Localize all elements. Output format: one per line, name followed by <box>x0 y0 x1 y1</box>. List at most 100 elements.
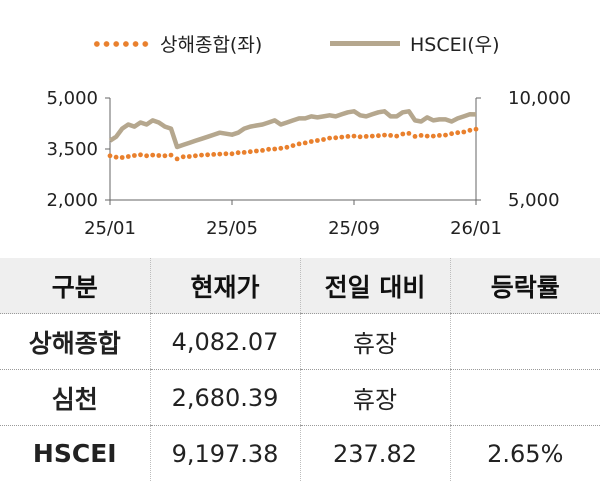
shanghai-series-point <box>291 143 296 148</box>
shanghai-series-point <box>272 147 277 152</box>
x-tick-label: 25/09 <box>328 218 380 239</box>
shanghai-series-point <box>248 149 253 154</box>
row-change-rate: 2.65% <box>450 426 600 481</box>
shanghai-series-point <box>407 131 412 136</box>
shanghai-series-point <box>400 132 405 137</box>
shanghai-series-point <box>266 147 271 152</box>
shanghai-series-point <box>138 152 143 157</box>
shanghai-series-point <box>455 130 460 135</box>
row-name: HSCEI <box>0 426 150 481</box>
shanghai-series-point <box>114 155 119 160</box>
shanghai-series-point <box>278 146 283 151</box>
row-price: 2,680.39 <box>150 370 300 426</box>
shanghai-series-point <box>425 134 430 139</box>
legend-label-shanghai: 상해종합(좌) <box>160 30 262 57</box>
chart-series <box>108 111 479 161</box>
table-header-row: 구분 현재가 전일 대비 등락률 <box>0 258 600 314</box>
shanghai-series-point <box>217 152 222 157</box>
right-tick-label: 10,000 <box>508 88 571 109</box>
shanghai-series-point <box>260 148 265 153</box>
shanghai-series-point <box>242 150 247 155</box>
shanghai-series-point <box>358 134 363 139</box>
shanghai-series-point <box>370 134 375 139</box>
left-tick-label: 3,500 <box>46 139 98 160</box>
legend-item-hscei: HSCEI(우) <box>330 30 500 57</box>
shanghai-series-point <box>443 133 448 138</box>
shanghai-series-point <box>169 153 174 158</box>
shanghai-series-point <box>364 134 369 139</box>
shanghai-series-point <box>181 154 186 159</box>
shanghai-series-point <box>461 130 466 135</box>
shanghai-series-point <box>303 141 308 146</box>
table-row: 심천 2,680.39 휴장 <box>0 370 600 426</box>
line-chart: 5,000 3,500 2,000 10,000 5,000 25/01 25/05 25/0… <box>0 60 600 258</box>
shanghai-series-point <box>382 133 387 138</box>
chart-tick-labels: 5,000 3,500 2,000 10,000 5,000 25/01 25/05 25/0… <box>46 88 571 239</box>
row-name: 상해종합 <box>0 314 150 370</box>
row-change: 휴장 <box>300 314 450 370</box>
shanghai-series-point <box>175 157 180 162</box>
shanghai-series-point <box>199 153 204 158</box>
header-price: 현재가 <box>150 258 300 314</box>
x-tick-label: 25/01 <box>84 218 136 239</box>
row-price: 4,082.07 <box>150 314 300 370</box>
shanghai-series-point <box>346 134 351 139</box>
shanghai-series-point <box>230 151 235 156</box>
row-change: 237.82 <box>300 426 450 481</box>
shanghai-series-point <box>333 135 338 140</box>
row-name: 심천 <box>0 370 150 426</box>
chart-axes <box>105 98 481 205</box>
shanghai-series-point <box>419 133 424 138</box>
shanghai-series-point <box>309 139 314 144</box>
shanghai-series-point <box>120 155 125 160</box>
shanghai-series-point <box>254 149 259 154</box>
table-row: HSCEI 9,197.38 237.82 2.65% <box>0 426 600 481</box>
header-change-rate: 등락률 <box>450 258 600 314</box>
shanghai-series-point <box>156 153 161 158</box>
shanghai-series-point <box>236 150 241 155</box>
shanghai-series-point <box>285 145 290 150</box>
shanghai-series-point <box>132 153 137 158</box>
shanghai-series-point <box>449 131 454 136</box>
row-change: 휴장 <box>300 370 450 426</box>
index-quote-table: 구분 현재가 전일 대비 등락률 상해종합 4,082.07 휴장 심천 2,6… <box>0 258 600 481</box>
shanghai-series-point <box>321 137 326 142</box>
table-row: 상해종합 4,082.07 휴장 <box>0 314 600 370</box>
solid-line-swatch <box>330 41 400 46</box>
row-price: 9,197.38 <box>150 426 300 481</box>
shanghai-series-point <box>144 153 149 158</box>
left-tick-label: 2,000 <box>46 190 98 211</box>
shanghai-series-point <box>437 133 442 138</box>
hscei-series-line <box>110 111 476 147</box>
shanghai-series-point <box>193 153 198 158</box>
shanghai-series-point <box>187 154 192 159</box>
chart-legend: 상해종합(좌) HSCEI(우) <box>0 22 600 62</box>
shanghai-series-point <box>352 134 357 139</box>
x-tick-label: 25/05 <box>206 218 258 239</box>
x-tick-label: 26/01 <box>450 218 502 239</box>
legend-label-hscei: HSCEI(우) <box>410 30 500 57</box>
shanghai-series-point <box>394 134 399 139</box>
shanghai-series-point <box>388 133 393 138</box>
shanghai-series-point <box>339 135 344 140</box>
shanghai-series-point <box>108 153 113 158</box>
left-tick-label: 5,000 <box>46 88 98 109</box>
shanghai-series-point <box>297 142 302 147</box>
header-change: 전일 대비 <box>300 258 450 314</box>
shanghai-series-point <box>413 134 418 139</box>
row-change-rate <box>450 314 600 370</box>
shanghai-series-point <box>431 134 436 139</box>
shanghai-series-point <box>376 133 381 138</box>
shanghai-series-point <box>315 138 320 143</box>
shanghai-series-point <box>150 153 155 158</box>
legend-item-shanghai: 상해종합(좌) <box>92 30 262 57</box>
shanghai-series-point <box>468 128 473 133</box>
shanghai-series-point <box>224 151 229 156</box>
shanghai-series-point <box>211 152 216 157</box>
shanghai-series-point <box>163 153 168 158</box>
shanghai-series-point <box>126 154 131 159</box>
header-category: 구분 <box>0 258 150 314</box>
shanghai-series-point <box>205 152 210 157</box>
right-tick-label: 5,000 <box>508 190 560 211</box>
row-change-rate <box>450 370 600 426</box>
